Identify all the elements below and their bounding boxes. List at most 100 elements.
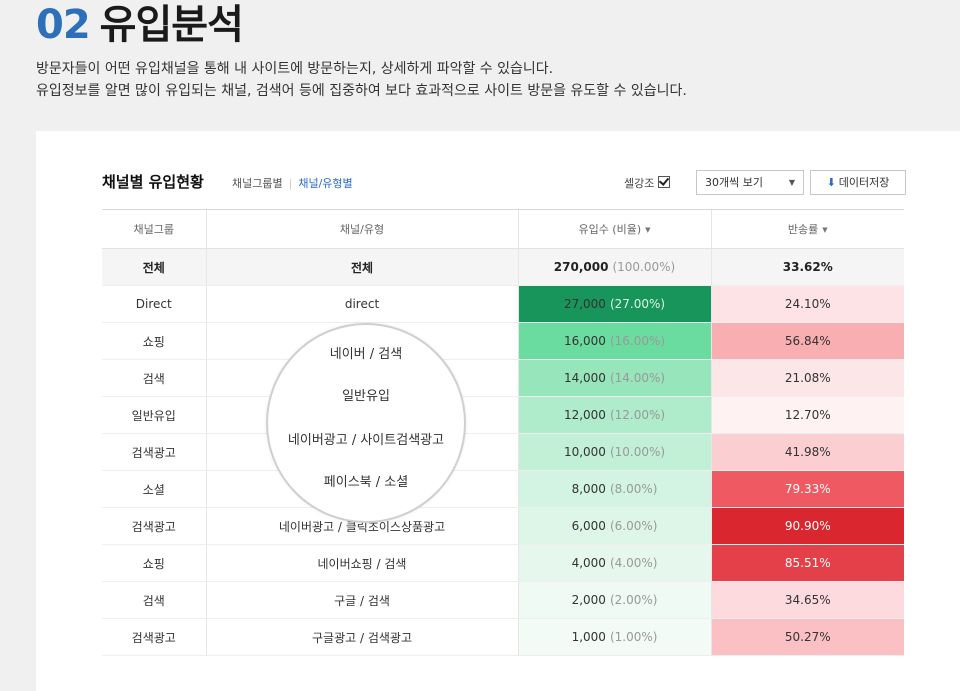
row-count-value: 12,000 — [563, 408, 606, 422]
table-header-row: 채널그룹 채널/유형 유입수 (비율) ▼ 반송률 ▼ — [102, 209, 904, 249]
row-group: 검색 — [102, 359, 206, 397]
row-count: 10,000 (10.00%) — [517, 433, 711, 471]
row-group: 검색광고 — [102, 618, 206, 656]
row-group: Direct — [102, 285, 206, 323]
page-size-select[interactable]: 30개씩 보기 ▼ — [696, 170, 804, 195]
row-group: 쇼핑 — [102, 544, 206, 582]
row-count-ratio: (6.00%) — [609, 519, 658, 533]
cell-highlight-checkbox[interactable] — [658, 176, 671, 188]
row-bounce: 21.08% — [710, 359, 904, 397]
table-row: 검색 구글 / 검색 2,000 (2.00%) 34.65% — [102, 581, 904, 619]
sort-icon: ▼ — [645, 226, 651, 234]
row-bounce: 90.90% — [710, 507, 904, 545]
row-count-value: 16,000 — [563, 334, 606, 348]
cell-highlight-toggle[interactable]: 셀강조 — [624, 175, 671, 191]
row-count: 4,000 (4.00%) — [517, 544, 711, 582]
row-count: 14,000 (14.00%) — [517, 359, 711, 397]
row-count-value: 4,000 — [571, 556, 606, 570]
row-bounce: 41.98% — [710, 433, 904, 471]
row-channel: direct — [205, 285, 518, 323]
total-bounce: 33.62% — [710, 248, 904, 286]
panel-header: 채널별 유입현황 채널그룹별 | 채널/유형별 셀강조 30개씩 보기 ▼ ⬇ 데이터… — [102, 169, 940, 199]
save-data-button[interactable]: ⬇ 데이터저장 — [810, 170, 906, 195]
section-description: 방문자들이 어떤 유입채널을 통해 내 사이트에 방문하는지, 상세하게 파악할… — [36, 58, 687, 102]
row-count: 27,000 (27.00%) — [517, 285, 711, 323]
circle-item: 네이버광고 / 사이트검색광고 — [287, 433, 445, 448]
row-count: 6,000 (6.00%) — [517, 507, 711, 545]
section-number: 02 — [36, 2, 91, 48]
page-title: 02 유입분석 — [36, 2, 244, 48]
table-row: 쇼핑 네이버쇼핑 / 검색 4,000 (4.00%) 85.51% — [102, 544, 904, 582]
header-inflow-label: 유입수 (비율) — [578, 223, 642, 236]
header-bounce[interactable]: 반송률 ▼ — [710, 209, 904, 249]
row-count: 16,000 (16.00%) — [517, 322, 711, 360]
row-count: 8,000 (8.00%) — [517, 470, 711, 508]
total-row: 전체 전체 270,000 (100.00%) 33.62% — [102, 248, 904, 286]
circle-item: 네이버 / 검색 — [329, 347, 403, 362]
row-group: 검색 — [102, 581, 206, 619]
panel-title: 채널별 유입현황 — [102, 173, 204, 191]
table-row: 검색 14,000 (14.00%) 21.08% — [102, 359, 904, 397]
row-count-ratio: (4.00%) — [609, 556, 658, 570]
total-channel: 전체 — [205, 248, 518, 286]
row-count-ratio: (12.00%) — [609, 408, 666, 422]
row-count-ratio: (1.00%) — [609, 630, 658, 644]
row-count-ratio: (2.00%) — [609, 593, 658, 607]
total-group: 전체 — [102, 248, 206, 286]
report-panel: 채널별 유입현황 채널그룹별 | 채널/유형별 셀강조 30개씩 보기 ▼ ⬇ 데이터… — [36, 131, 960, 691]
header-channel-group: 채널그룹 — [102, 209, 206, 249]
row-bounce: 50.27% — [710, 618, 904, 656]
tab-divider: | — [288, 177, 293, 190]
row-count-value: 6,000 — [571, 519, 606, 533]
section-title: 유입분석 — [99, 2, 244, 48]
row-bounce: 56.84% — [710, 322, 904, 360]
row-count-value: 14,000 — [563, 371, 606, 385]
header-channel-type: 채널/유형 — [205, 209, 518, 249]
row-count-value: 2,000 — [571, 593, 606, 607]
row-bounce: 12.70% — [710, 396, 904, 434]
circle-item: 일반유입 — [342, 389, 390, 404]
row-channel: 구글 / 검색 — [205, 581, 518, 619]
sort-icon: ▼ — [822, 226, 828, 234]
table-row: 일반유입 12,000 (12.00%) 12.70% — [102, 396, 904, 434]
table-row: Direct direct 27,000 (27.00%) 24.10% — [102, 285, 904, 323]
highlight-circle: 네이버 / 검색 일반유입 네이버광고 / 사이트검색광고 페이스북 / 소셜 — [266, 323, 466, 523]
tab-group: 채널그룹별 | 채널/유형별 — [232, 175, 353, 191]
row-count-value: 10,000 — [563, 445, 606, 459]
row-count: 12,000 (12.00%) — [517, 396, 711, 434]
total-count-value: 270,000 — [553, 260, 609, 274]
tab-channel-type[interactable]: 채널/유형별 — [298, 177, 353, 190]
row-bounce: 85.51% — [710, 544, 904, 582]
row-bounce: 24.10% — [710, 285, 904, 323]
cell-highlight-label: 셀강조 — [624, 177, 655, 190]
description-line-2: 유입정보를 알면 많이 유입되는 채널, 검색어 등에 집중하여 보다 효과적으… — [36, 83, 687, 99]
row-bounce: 79.33% — [710, 470, 904, 508]
header-bounce-label: 반송률 — [787, 223, 819, 236]
table-row: 검색광고 구글광고 / 검색광고 1,000 (1.00%) 50.27% — [102, 618, 904, 656]
row-count-value: 8,000 — [571, 482, 606, 496]
row-count: 2,000 (2.00%) — [517, 581, 711, 619]
row-count-ratio: (8.00%) — [609, 482, 658, 496]
row-count: 1,000 (1.00%) — [517, 618, 711, 656]
row-count-value: 1,000 — [571, 630, 606, 644]
circle-item: 페이스북 / 소셜 — [323, 475, 409, 490]
row-count-ratio: (10.00%) — [609, 445, 666, 459]
channel-table: 채널그룹 채널/유형 유입수 (비율) ▼ 반송률 ▼ 전체 전체 270,000(… — [102, 209, 904, 656]
table-row: 쇼핑 16,000 (16.00%) 56.84% — [102, 322, 904, 360]
row-count-ratio: (14.00%) — [609, 371, 666, 385]
header-inflow[interactable]: 유입수 (비율) ▼ — [517, 209, 711, 249]
page-size-value: 30개씩 보기 — [705, 176, 763, 189]
row-group: 쇼핑 — [102, 322, 206, 360]
row-count-value: 27,000 — [563, 297, 606, 311]
chevron-down-icon: ▼ — [788, 178, 795, 187]
tab-channel-group[interactable]: 채널그룹별 — [232, 177, 283, 190]
row-bounce: 34.65% — [710, 581, 904, 619]
description-line-1: 방문자들이 어떤 유입채널을 통해 내 사이트에 방문하는지, 상세하게 파악할… — [36, 61, 554, 77]
total-count: 270,000 (100.00%) — [517, 248, 711, 286]
save-data-label: 데이터저장 — [838, 176, 890, 189]
row-group: 검색광고 — [102, 507, 206, 545]
row-group: 검색광고 — [102, 433, 206, 471]
total-count-ratio: (100.00%) — [612, 260, 676, 274]
table-row: 소셜 8,000 (8.00%) 79.33% — [102, 470, 904, 508]
row-count-ratio: (27.00%) — [609, 297, 666, 311]
